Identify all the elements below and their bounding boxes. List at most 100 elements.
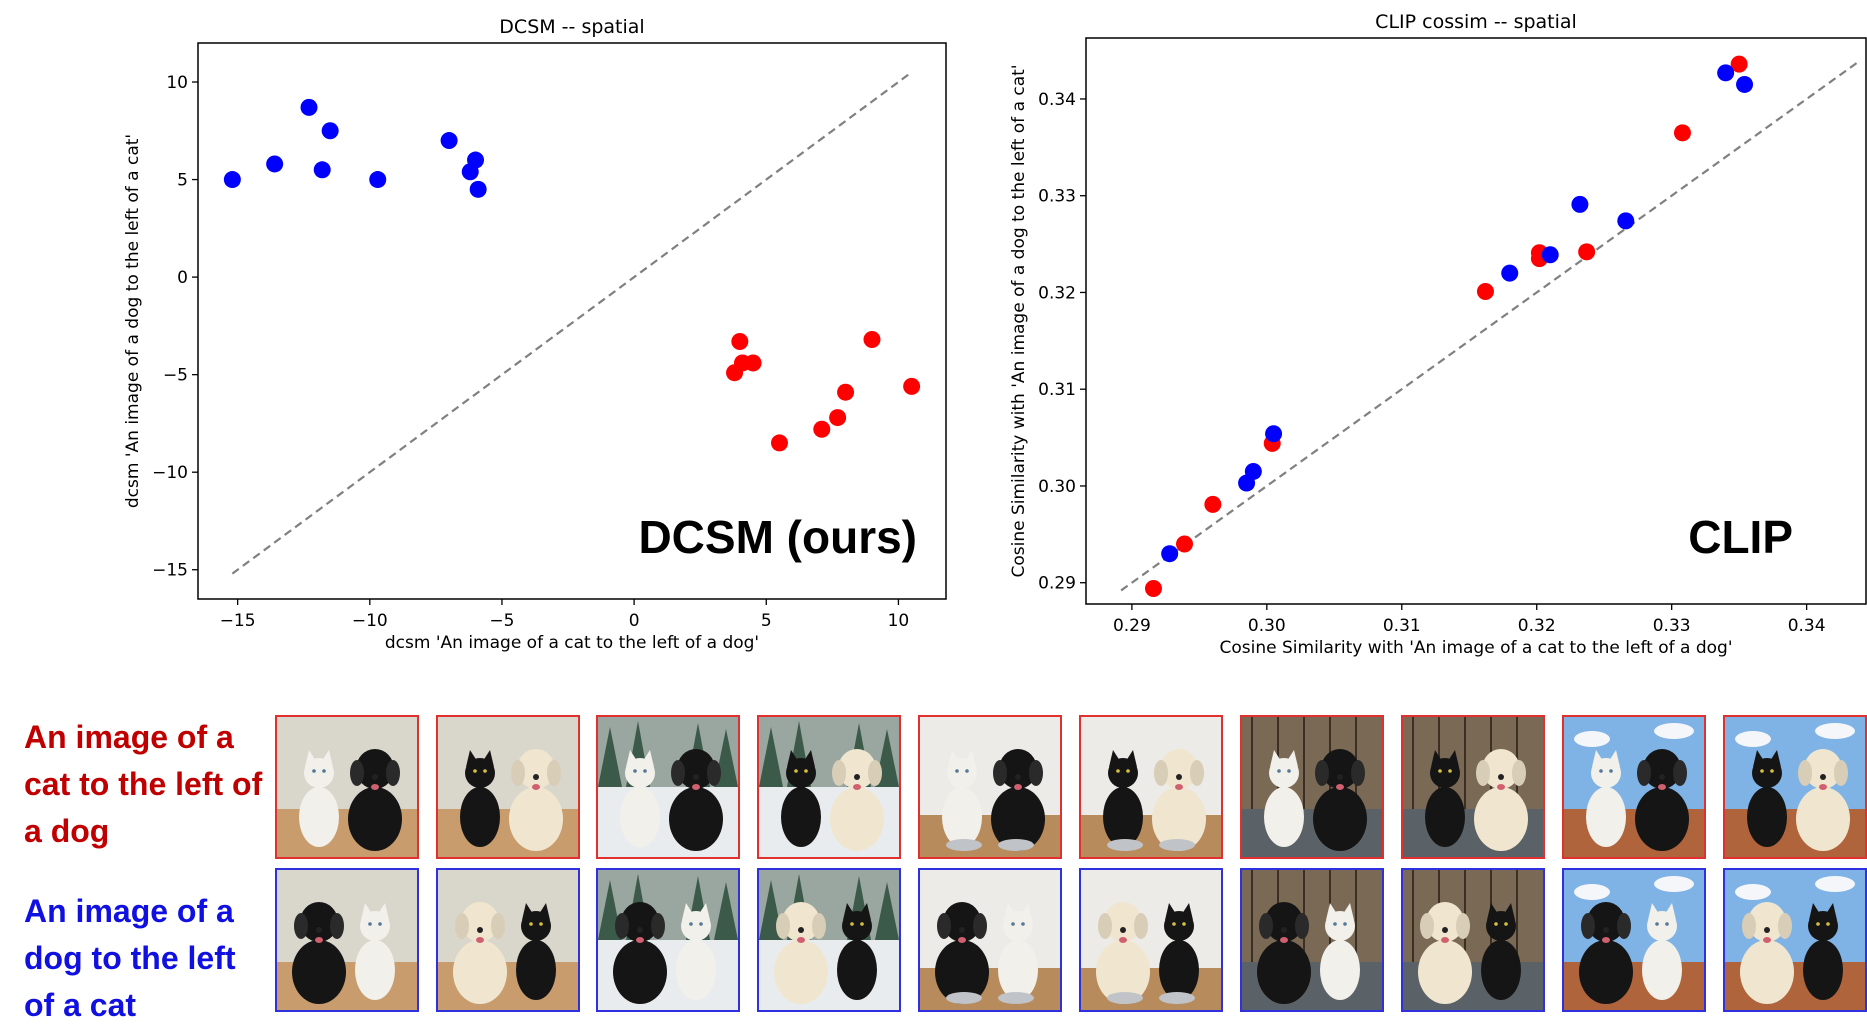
dcsm-blue-point	[321, 122, 339, 140]
red-row-thumbnail-sofa	[275, 715, 419, 859]
cloud-shape	[1815, 723, 1855, 739]
food-bowl	[1159, 992, 1195, 1004]
cloud-shape	[1654, 723, 1694, 739]
left-dog	[1579, 902, 1633, 1004]
clip-x-tick-label: 0.31	[1383, 616, 1421, 636]
right-dog	[1635, 749, 1689, 851]
left-dog	[1740, 902, 1794, 1004]
dcsm-blue-point	[223, 171, 241, 189]
left-cat	[1103, 750, 1143, 847]
clip-x-tick-label: 0.34	[1788, 616, 1826, 636]
dcsm-diagonal-line	[231, 71, 913, 575]
dcsm-x-tick-label: 0	[629, 611, 640, 631]
right-dog	[1313, 749, 1367, 851]
caption-cat-left-of-dog: An image of a cat to the left of a dog	[24, 719, 263, 849]
right-cat	[516, 903, 556, 1000]
dcsm-x-tick-label: 5	[761, 611, 772, 631]
red-row-thumbnail-bowls	[1079, 715, 1223, 859]
right-dog	[1796, 749, 1850, 851]
left-dog	[613, 902, 667, 1004]
dcsm-chart: DCSM -- spatial −15 −10 −5 0 5 10 10 5 0 −5 −10 −15 d…	[123, 16, 947, 653]
dcsm-x-tick-label: −5	[489, 611, 514, 631]
clip-annotation: CLIP	[1688, 511, 1793, 563]
right-dog	[1474, 749, 1528, 851]
dcsm-y-tick-label: 5	[177, 171, 188, 191]
dcsm-blue-point	[300, 98, 318, 116]
dcsm-red-point	[731, 332, 749, 350]
dcsm-blue-point	[469, 180, 487, 198]
tree-shape	[875, 882, 899, 940]
blue-row-thumbnail-image	[759, 870, 899, 1010]
left-cat	[1586, 750, 1626, 847]
blue-row-thumbnail-image	[277, 870, 417, 1010]
red-row-thumbnail-roof	[1562, 715, 1706, 859]
right-dog	[991, 749, 1045, 851]
clip-y-tick-label: 0.32	[1038, 283, 1076, 303]
dcsm-x-tick-label: −15	[220, 611, 256, 631]
clip-blue-point	[1717, 64, 1735, 82]
red-row-thumbnail-cage	[1401, 715, 1545, 859]
dcsm-y-tick-label: 0	[177, 268, 188, 288]
left-dog	[453, 902, 507, 1004]
clip-blue-point	[1265, 425, 1283, 443]
right-cat	[1159, 903, 1199, 1000]
clip-chart-title: CLIP cossim -- spatial	[1375, 11, 1577, 33]
clip-blue-point	[1161, 545, 1179, 563]
red-row-thumbnail-sofa	[436, 715, 580, 859]
red-row-thumbnail-image	[1564, 717, 1704, 857]
caption-dog-left-of-cat: An image of a dog to the left of a cat	[24, 893, 236, 1023]
clip-red-point	[1476, 282, 1494, 300]
cloud-shape	[1574, 884, 1610, 900]
red-row-thumbnail-snow	[596, 715, 740, 859]
food-bowl	[998, 992, 1034, 1004]
left-dog	[774, 902, 828, 1004]
clip-y-tick-label: 0.33	[1038, 187, 1076, 207]
food-bowl	[998, 839, 1034, 851]
red-row-thumbnail-bowls	[918, 715, 1062, 859]
cloud-shape	[1574, 731, 1610, 747]
left-cat	[1264, 750, 1304, 847]
right-cat	[355, 903, 395, 1000]
dcsm-y-axis-label: dcsm 'An image of a dog to the left of a…	[123, 134, 143, 508]
red-row-thumbnail-image	[438, 717, 578, 857]
right-cat	[998, 903, 1038, 1000]
food-bowl	[946, 839, 982, 851]
right-cat	[1320, 903, 1360, 1000]
clip-diagonal-line	[1120, 62, 1858, 592]
blue-row-thumbnail-cage	[1401, 868, 1545, 1012]
clip-blue-point	[1541, 246, 1559, 264]
blue-row-thumbnail-cage	[1240, 868, 1384, 1012]
right-cat	[1642, 903, 1682, 1000]
left-cat	[781, 750, 821, 847]
clip-blue-point	[1244, 462, 1262, 480]
blue-row-thumbnail-image	[598, 870, 738, 1010]
left-dog	[292, 902, 346, 1004]
dcsm-y-tick-label: −15	[152, 561, 188, 581]
red-row-thumbnail-snow	[757, 715, 901, 859]
blue-row-thumbnail-snow	[757, 868, 901, 1012]
dcsm-blue-point	[313, 161, 331, 179]
dcsm-blue-point	[266, 155, 284, 173]
food-bowl	[946, 992, 982, 1004]
clip-chart: CLIP cossim -- spatial 0.29 0.30 0.31 0.32 0.…	[1009, 11, 1867, 658]
red-row-thumbnail-image	[1403, 717, 1543, 857]
cloud-shape	[1735, 731, 1771, 747]
dcsm-chart-title: DCSM -- spatial	[499, 16, 644, 38]
clip-blue-point	[1736, 75, 1754, 93]
cloud-shape	[1654, 876, 1694, 892]
clip-red-point	[1204, 495, 1222, 513]
food-bowl	[1107, 992, 1143, 1004]
red-row-thumbnail-image	[759, 717, 899, 857]
dcsm-y-tick-label: −10	[152, 463, 188, 483]
right-cat	[676, 903, 716, 1000]
right-cat	[1481, 903, 1521, 1000]
clip-red-point	[1673, 124, 1691, 142]
clip-blue-point	[1617, 212, 1635, 230]
clip-x-tick-label: 0.32	[1518, 616, 1556, 636]
clip-red-point	[1578, 243, 1596, 261]
blue-row-thumbnail-image	[1725, 870, 1865, 1010]
blue-row-thumbnail-image	[1403, 870, 1543, 1010]
clip-red-point	[1144, 580, 1162, 598]
red-row-thumbnail-roof	[1723, 715, 1867, 859]
clip-y-tick-label: 0.34	[1038, 90, 1076, 110]
